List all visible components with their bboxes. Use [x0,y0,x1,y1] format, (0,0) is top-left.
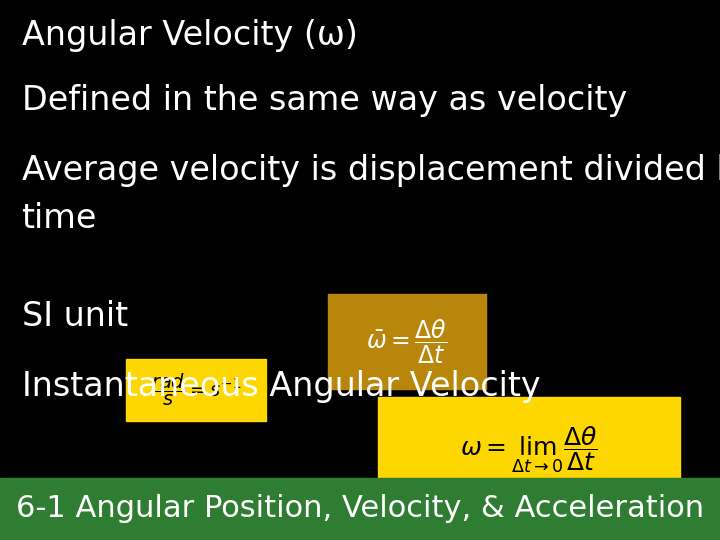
Text: SI unit: SI unit [22,300,127,333]
Text: Average velocity is displacement divided by: Average velocity is displacement divided… [22,154,720,187]
Text: Defined in the same way as velocity: Defined in the same way as velocity [22,84,627,117]
Text: $\omega = \underset{\Delta t \to 0}{\lim} \dfrac{\Delta\theta}{\Delta t}$: $\omega = \underset{\Delta t \to 0}{\lim… [461,424,598,475]
Text: time: time [22,202,97,235]
Text: Angular Velocity (ω): Angular Velocity (ω) [22,19,357,52]
Text: $\bar{\omega} = \dfrac{\Delta\theta}{\Delta t}$: $\bar{\omega} = \dfrac{\Delta\theta}{\De… [366,318,448,366]
Text: 6-1 Angular Position, Velocity, & Acceleration: 6-1 Angular Position, Velocity, & Accele… [16,495,704,523]
FancyBboxPatch shape [378,397,680,502]
FancyBboxPatch shape [126,359,266,421]
FancyBboxPatch shape [0,478,720,540]
Text: Instantaneous Angular Velocity: Instantaneous Angular Velocity [22,370,540,403]
Text: $\dfrac{rad}{s} = s^{-1}$: $\dfrac{rad}{s} = s^{-1}$ [151,372,241,408]
FancyBboxPatch shape [328,294,486,389]
